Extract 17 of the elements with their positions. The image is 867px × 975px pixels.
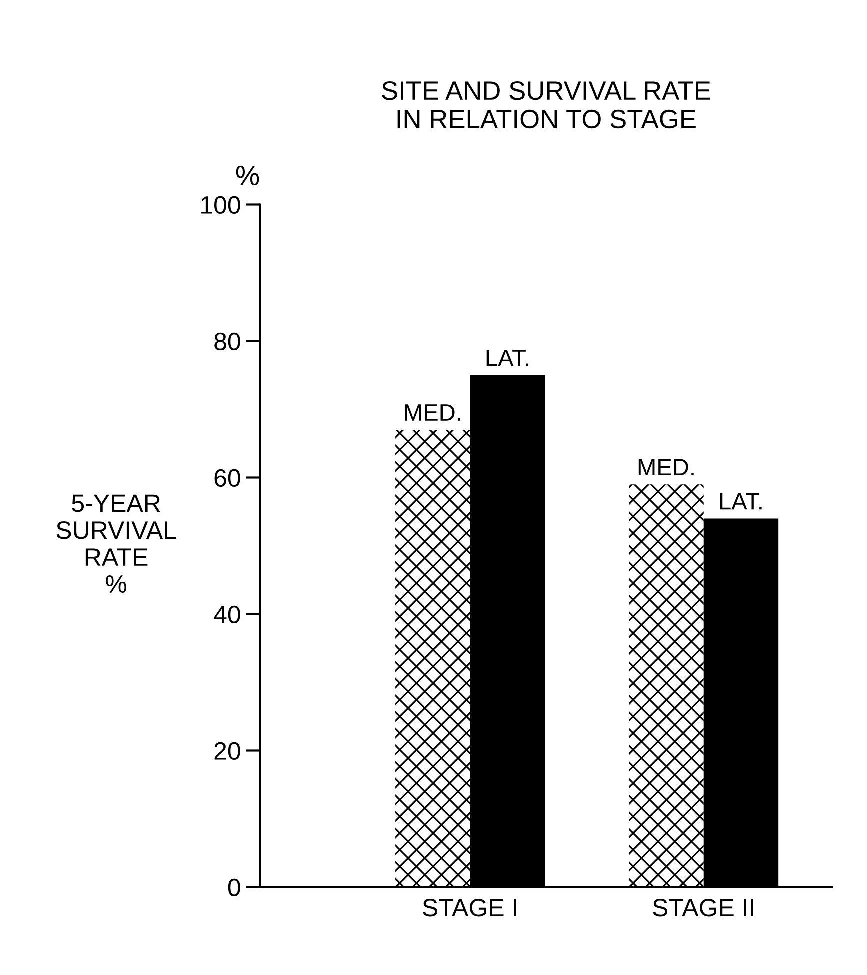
y-tick-label: 60 <box>214 469 240 488</box>
x-tick-label: STAGE I <box>423 899 516 917</box>
y-tick-label: 100 <box>202 196 240 214</box>
x-tick-label: STAGE II <box>653 899 754 917</box>
y-tick-label: 40 <box>214 606 240 624</box>
series-label: MED. <box>405 404 460 421</box>
bar <box>396 430 470 888</box>
y-tick-label: 0 <box>228 878 240 897</box>
y-axis-title: 5-YEAR SURVIVAL RATE % <box>56 494 176 594</box>
y-tick-label: 20 <box>214 742 240 760</box>
series-label: LAT. <box>486 350 528 366</box>
chart-title: SITE AND SURVIVAL RATE IN RELATION TO STAGE <box>382 82 710 129</box>
text: LAT. <box>720 493 762 510</box>
text: % <box>236 166 260 186</box>
y-tick-label: 80 <box>214 332 240 351</box>
bar <box>629 484 704 888</box>
text: MED. <box>638 459 694 476</box>
